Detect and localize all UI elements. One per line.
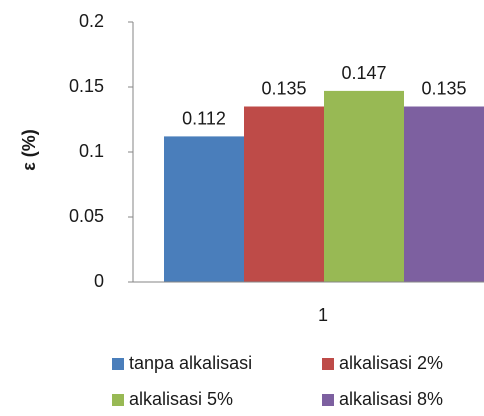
- legend-swatch: [322, 394, 334, 406]
- legend-item: alkalisasi 8%: [322, 389, 443, 409]
- legend-label: alkalisasi 2%: [339, 353, 443, 373]
- bar: [244, 106, 324, 282]
- bar-data-label: 0.112: [182, 108, 226, 128]
- legend-swatch: [322, 358, 334, 370]
- bar-series-group: 0.112 0.135 0.147 0.135: [164, 63, 484, 283]
- bar-series: 0.147: [324, 63, 404, 283]
- legend-item: tanpa alkalisasi: [112, 353, 252, 373]
- bar-series: 0.135: [244, 79, 324, 282]
- y-tick-label: 0.15: [69, 76, 104, 96]
- y-axis-title-group: ε (%): [19, 129, 39, 171]
- x-category-label: 1: [318, 305, 328, 325]
- legend-label: alkalisasi 8%: [339, 389, 443, 409]
- legend-item: alkalisasi 2%: [322, 353, 443, 373]
- legend-item: alkalisasi 5%: [112, 389, 233, 409]
- y-tick-label: 0: [94, 271, 104, 291]
- y-tick-label: 0.05: [69, 206, 104, 226]
- bar-data-label: 0.147: [341, 63, 386, 83]
- bar-series: 0.135: [404, 79, 484, 282]
- y-axis-ticks: 0 0.05 0.1 0.15 0.2: [69, 11, 133, 291]
- legend-swatch: [112, 358, 124, 370]
- legend: tanpa alkalisasi alkalisasi 2% alkalisasi …: [112, 353, 443, 409]
- bar: [164, 136, 244, 282]
- y-tick-label: 0.1: [79, 141, 104, 161]
- y-tick-label: 0.2: [79, 11, 104, 31]
- legend-label: alkalisasi 5%: [129, 389, 233, 409]
- legend-label: tanpa alkalisasi: [129, 353, 252, 373]
- bar-data-label: 0.135: [421, 79, 466, 99]
- legend-swatch: [112, 394, 124, 406]
- bar: [324, 90, 404, 283]
- y-axis-title: ε (%): [19, 129, 39, 171]
- x-axis-ticks: 1: [318, 305, 328, 325]
- bar: [404, 106, 484, 282]
- bar-data-label: 0.135: [261, 79, 306, 99]
- bar-series: 0.112: [164, 108, 244, 282]
